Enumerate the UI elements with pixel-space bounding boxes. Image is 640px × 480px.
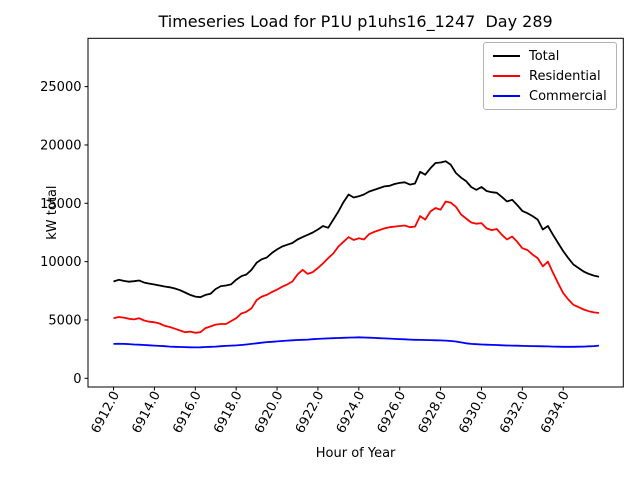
x-tick-label: 6932.0 (497, 389, 532, 436)
plot-border (87, 37, 624, 388)
series-line-total (113, 160, 600, 299)
legend: Total Residential Commercial (483, 42, 617, 110)
total-line-swatch-icon (493, 55, 520, 57)
y-axis-label: kW total (45, 185, 60, 239)
x-tick-label: 6926.0 (375, 389, 410, 436)
y-tick-label: 20000 (40, 138, 81, 153)
series-lines (113, 160, 600, 349)
x-tick-label: 6916.0 (170, 389, 205, 436)
x-tick-label: 6912.0 (88, 389, 123, 436)
legend-label-commercial: Commercial (529, 88, 607, 104)
legend-entry-commercial: Commercial (493, 90, 612, 103)
x-tick-label: 6918.0 (211, 389, 246, 436)
x-tick-label: 6934.0 (538, 389, 573, 436)
y-tick-label: 0 (73, 372, 81, 387)
x-tick-label: 6924.0 (334, 389, 369, 436)
legend-entry-residential: Residential (493, 70, 612, 83)
commercial-line-swatch-icon (493, 95, 520, 97)
legend-label-total: Total (529, 48, 560, 64)
x-tick-label: 6914.0 (129, 389, 164, 436)
series-line-commercial (113, 336, 600, 349)
residential-line-swatch-icon (493, 75, 520, 77)
x-tick-label: 6920.0 (252, 389, 287, 436)
y-tick-label: 5000 (48, 313, 81, 328)
y-tick-label: 25000 (40, 80, 81, 95)
legend-entry-total: Total (493, 50, 612, 63)
x-tick-label: 6922.0 (293, 389, 328, 436)
x-tick-label: 6928.0 (416, 389, 451, 436)
series-line-residential (113, 200, 600, 334)
x-tick-label: 6930.0 (456, 389, 491, 436)
y-tick-label: 15000 (40, 197, 81, 212)
chart-title: Timeseries Load for P1U p1uhs16_1247 Day… (157, 12, 552, 32)
legend-label-residential: Residential (529, 68, 601, 84)
y-tick-label: 10000 (40, 255, 81, 270)
axes-ticks: 6912.0 6914.0 6916.0 6918.0 6920.0 6922.0 6924… (40, 80, 573, 436)
x-axis-label: Hour of Year (316, 446, 396, 461)
